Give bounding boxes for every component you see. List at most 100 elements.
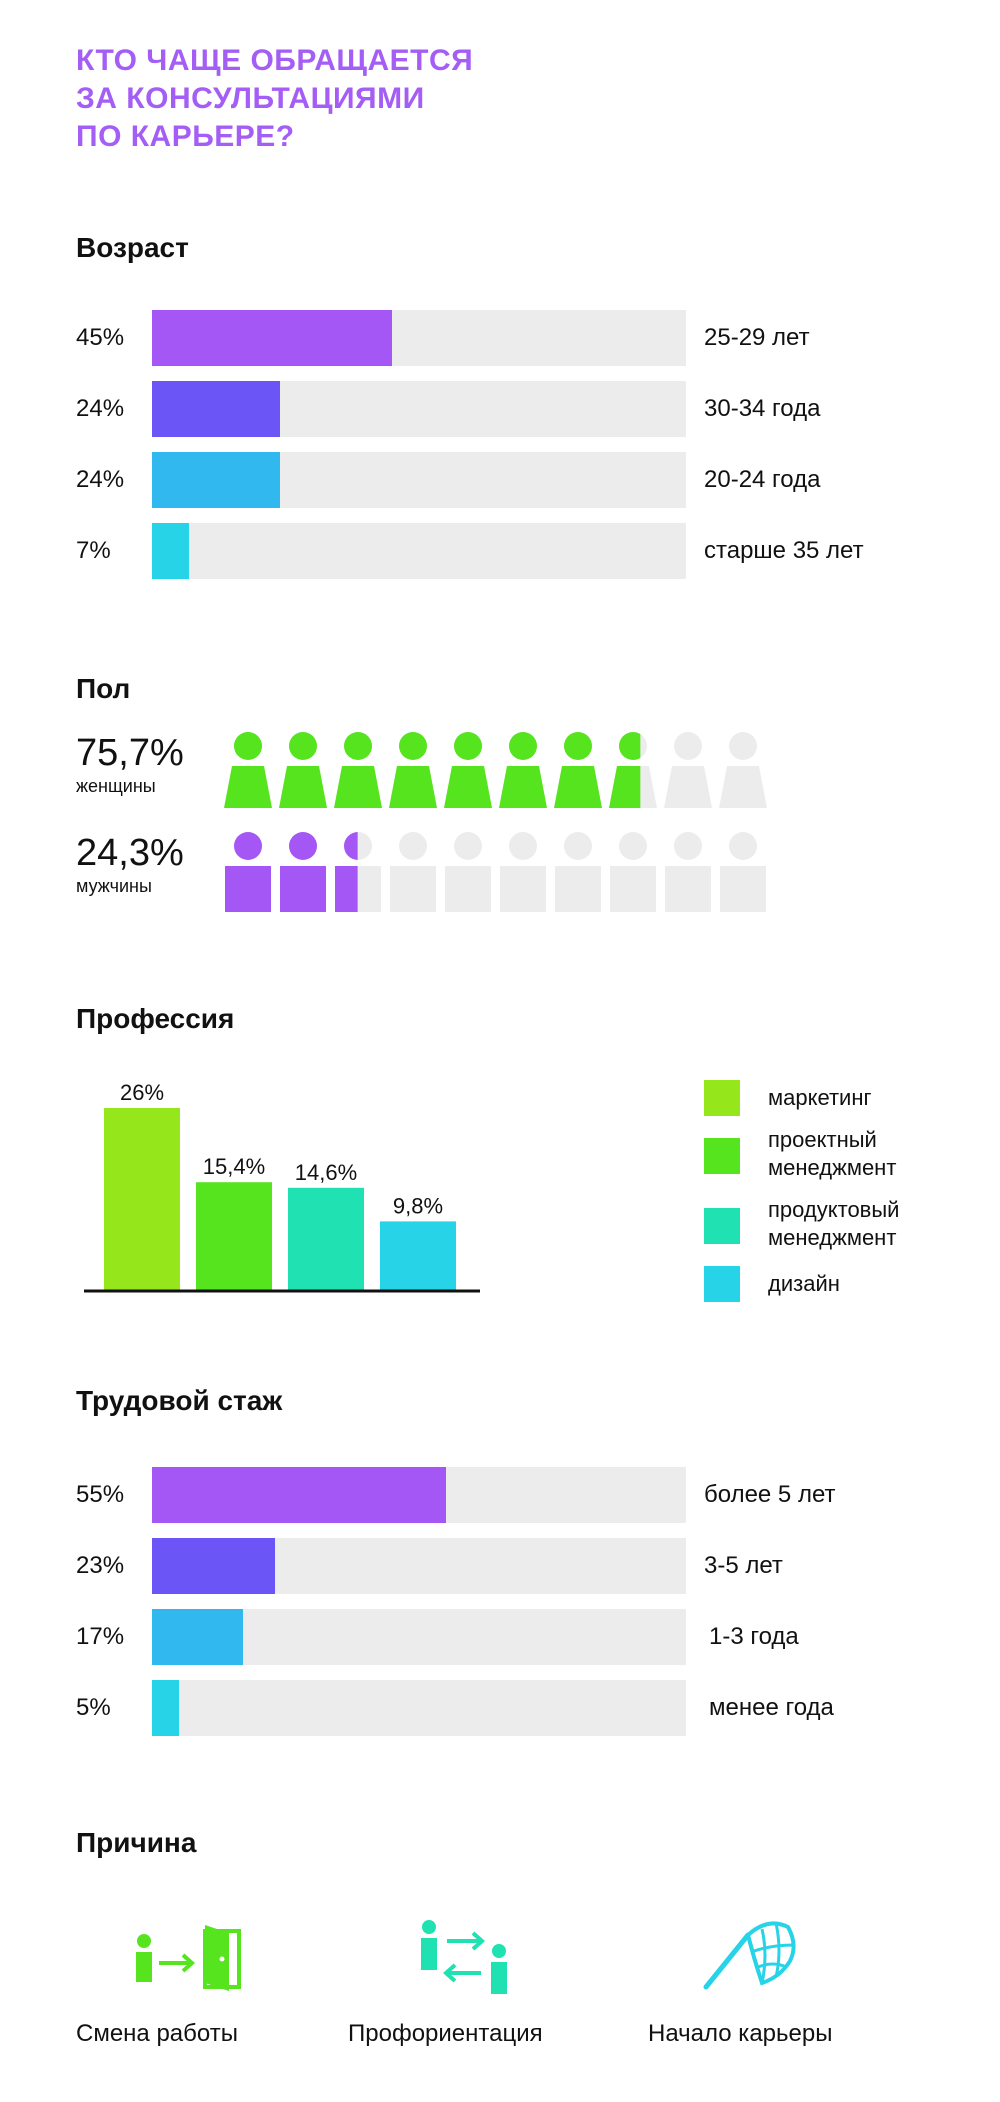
legend-label-line: проектный: [768, 1127, 877, 1152]
bar-track: [152, 1680, 686, 1736]
bar-category-label: старше 35 лет: [704, 537, 864, 564]
exit-door-icon: [136, 1925, 241, 1991]
bar-fill: [152, 1680, 179, 1736]
bar-category-label: менее года: [709, 1694, 834, 1721]
person-body: [555, 866, 601, 912]
person-body: [445, 866, 491, 912]
bar-category-label: 25-29 лет: [704, 324, 810, 351]
legend-label: дизайн: [768, 1270, 840, 1298]
bar-fill: [152, 381, 281, 437]
legend-label: маркетинг: [768, 1084, 872, 1112]
person-head: [399, 832, 427, 860]
bar-percent-label: 23%: [76, 1552, 125, 1579]
person-body: [224, 766, 272, 808]
person-body: [390, 866, 436, 912]
legend-swatch: [704, 1208, 740, 1244]
profession-bar: [380, 1221, 456, 1290]
women-icon-array: [224, 732, 767, 808]
people-icons-filled: [225, 832, 358, 912]
age-section-title: Возраст: [76, 232, 189, 263]
gender-row-women: 75,7% женщины: [76, 732, 796, 812]
people-icons-filled: [224, 732, 641, 808]
bar-fill: [152, 1538, 275, 1594]
person-head: [454, 732, 482, 760]
bar-track: [152, 523, 686, 579]
profession-bar-value: 9,8%: [393, 1193, 443, 1218]
bar-track: [152, 1609, 686, 1665]
reason-item-job-change: Смена работы: [76, 1915, 306, 2047]
bar-percent-label: 17%: [76, 1623, 125, 1650]
bar-row: 24% 20-24 года: [76, 452, 956, 508]
reason-label: Начало карьеры: [648, 2020, 833, 2047]
profession-legend: маркетинг проектный менеджмент продуктовый м…: [704, 1080, 984, 1310]
profession-bar-value: 26%: [120, 1080, 164, 1105]
bar-category-label: 20-24 года: [704, 466, 821, 493]
bar-row: 55% более 5 лет: [76, 1467, 956, 1523]
person-head: [674, 832, 702, 860]
bar-percent-label: 24%: [76, 395, 125, 422]
page-title-line: КТО ЧАЩЕ ОБРАЩАЕТСЯ: [76, 44, 474, 77]
bar-fill: [152, 1467, 446, 1523]
person-body: [554, 766, 602, 808]
bar-category-label: 3-5 лет: [704, 1552, 783, 1579]
women-label: женщины: [76, 776, 156, 796]
person-head: [234, 732, 262, 760]
profession-bar-value: 14,6%: [295, 1160, 357, 1185]
person-head: [234, 832, 262, 860]
men-label: мужчины: [76, 876, 152, 896]
women-percent: 75,7%: [76, 732, 184, 774]
reason-label: Профориентация: [348, 2020, 543, 2047]
profession-bar: [196, 1182, 272, 1290]
person-head: [564, 832, 592, 860]
bar-track: [152, 381, 686, 437]
person-head: [344, 732, 372, 760]
bar-fill: [152, 1609, 243, 1665]
bar-track: [152, 452, 686, 508]
finish-flag-icon: [703, 1921, 796, 1990]
person-body: [444, 766, 492, 808]
bar-percent-label: 55%: [76, 1481, 125, 1508]
bar-row: 45% 25-29 лет: [76, 310, 956, 366]
person-body: [665, 866, 711, 912]
person-body: [335, 866, 358, 912]
bar-row: 7% старше 35 лет: [76, 523, 956, 579]
bar-fill: [152, 452, 281, 508]
bar-row: 23% 3-5 лет: [76, 1538, 956, 1594]
reason-item-career-guidance: Профориентация: [348, 1915, 578, 2047]
legend-label-line: маркетинг: [768, 1085, 872, 1110]
bar-fill: [152, 310, 393, 366]
legend-label-line: менеджмент: [768, 1155, 897, 1180]
person-body: [610, 866, 656, 912]
reason-label: Смена работы: [76, 2020, 238, 2047]
men-icon-array: [225, 832, 766, 912]
bar-percent-label: 7%: [76, 537, 111, 564]
person-head: [289, 732, 317, 760]
bar-row: 5% менее года: [76, 1680, 956, 1736]
bar-category-label: 1-3 года: [709, 1623, 799, 1650]
bar-percent-label: 24%: [76, 466, 125, 493]
men-percent: 24,3%: [76, 832, 184, 874]
person-head: [399, 732, 427, 760]
reason-item-career-start: Начало карьеры: [648, 1915, 858, 2047]
page-title: КТО ЧАЩЕ ОБРАЩАЕТСЯ ЗА КОНСУЛЬТАЦИЯМИ ПО…: [76, 42, 473, 156]
reason-section-title: Причина: [76, 1827, 197, 1858]
person-head: [509, 832, 537, 860]
legend-swatch: [704, 1138, 740, 1174]
bar-fill: [152, 523, 190, 579]
person-body: [609, 766, 641, 808]
person-body: [389, 766, 437, 808]
person-head: [729, 732, 757, 760]
person-head: [344, 832, 358, 860]
legend-swatch: [704, 1266, 740, 1302]
legend-swatch: [704, 1080, 740, 1116]
bar-row: 17% 1-3 года: [76, 1609, 956, 1665]
person-body: [280, 866, 326, 912]
bar-row: 24% 30-34 года: [76, 381, 956, 437]
bar-percent-label: 45%: [76, 324, 125, 351]
person-body: [334, 766, 382, 808]
bar-track: [152, 1467, 686, 1523]
gender-row-men: 24,3% мужчины: [76, 832, 796, 912]
person-head: [619, 832, 647, 860]
person-head: [564, 732, 592, 760]
page-title-line: ПО КАРЬЕРЕ?: [76, 120, 295, 153]
